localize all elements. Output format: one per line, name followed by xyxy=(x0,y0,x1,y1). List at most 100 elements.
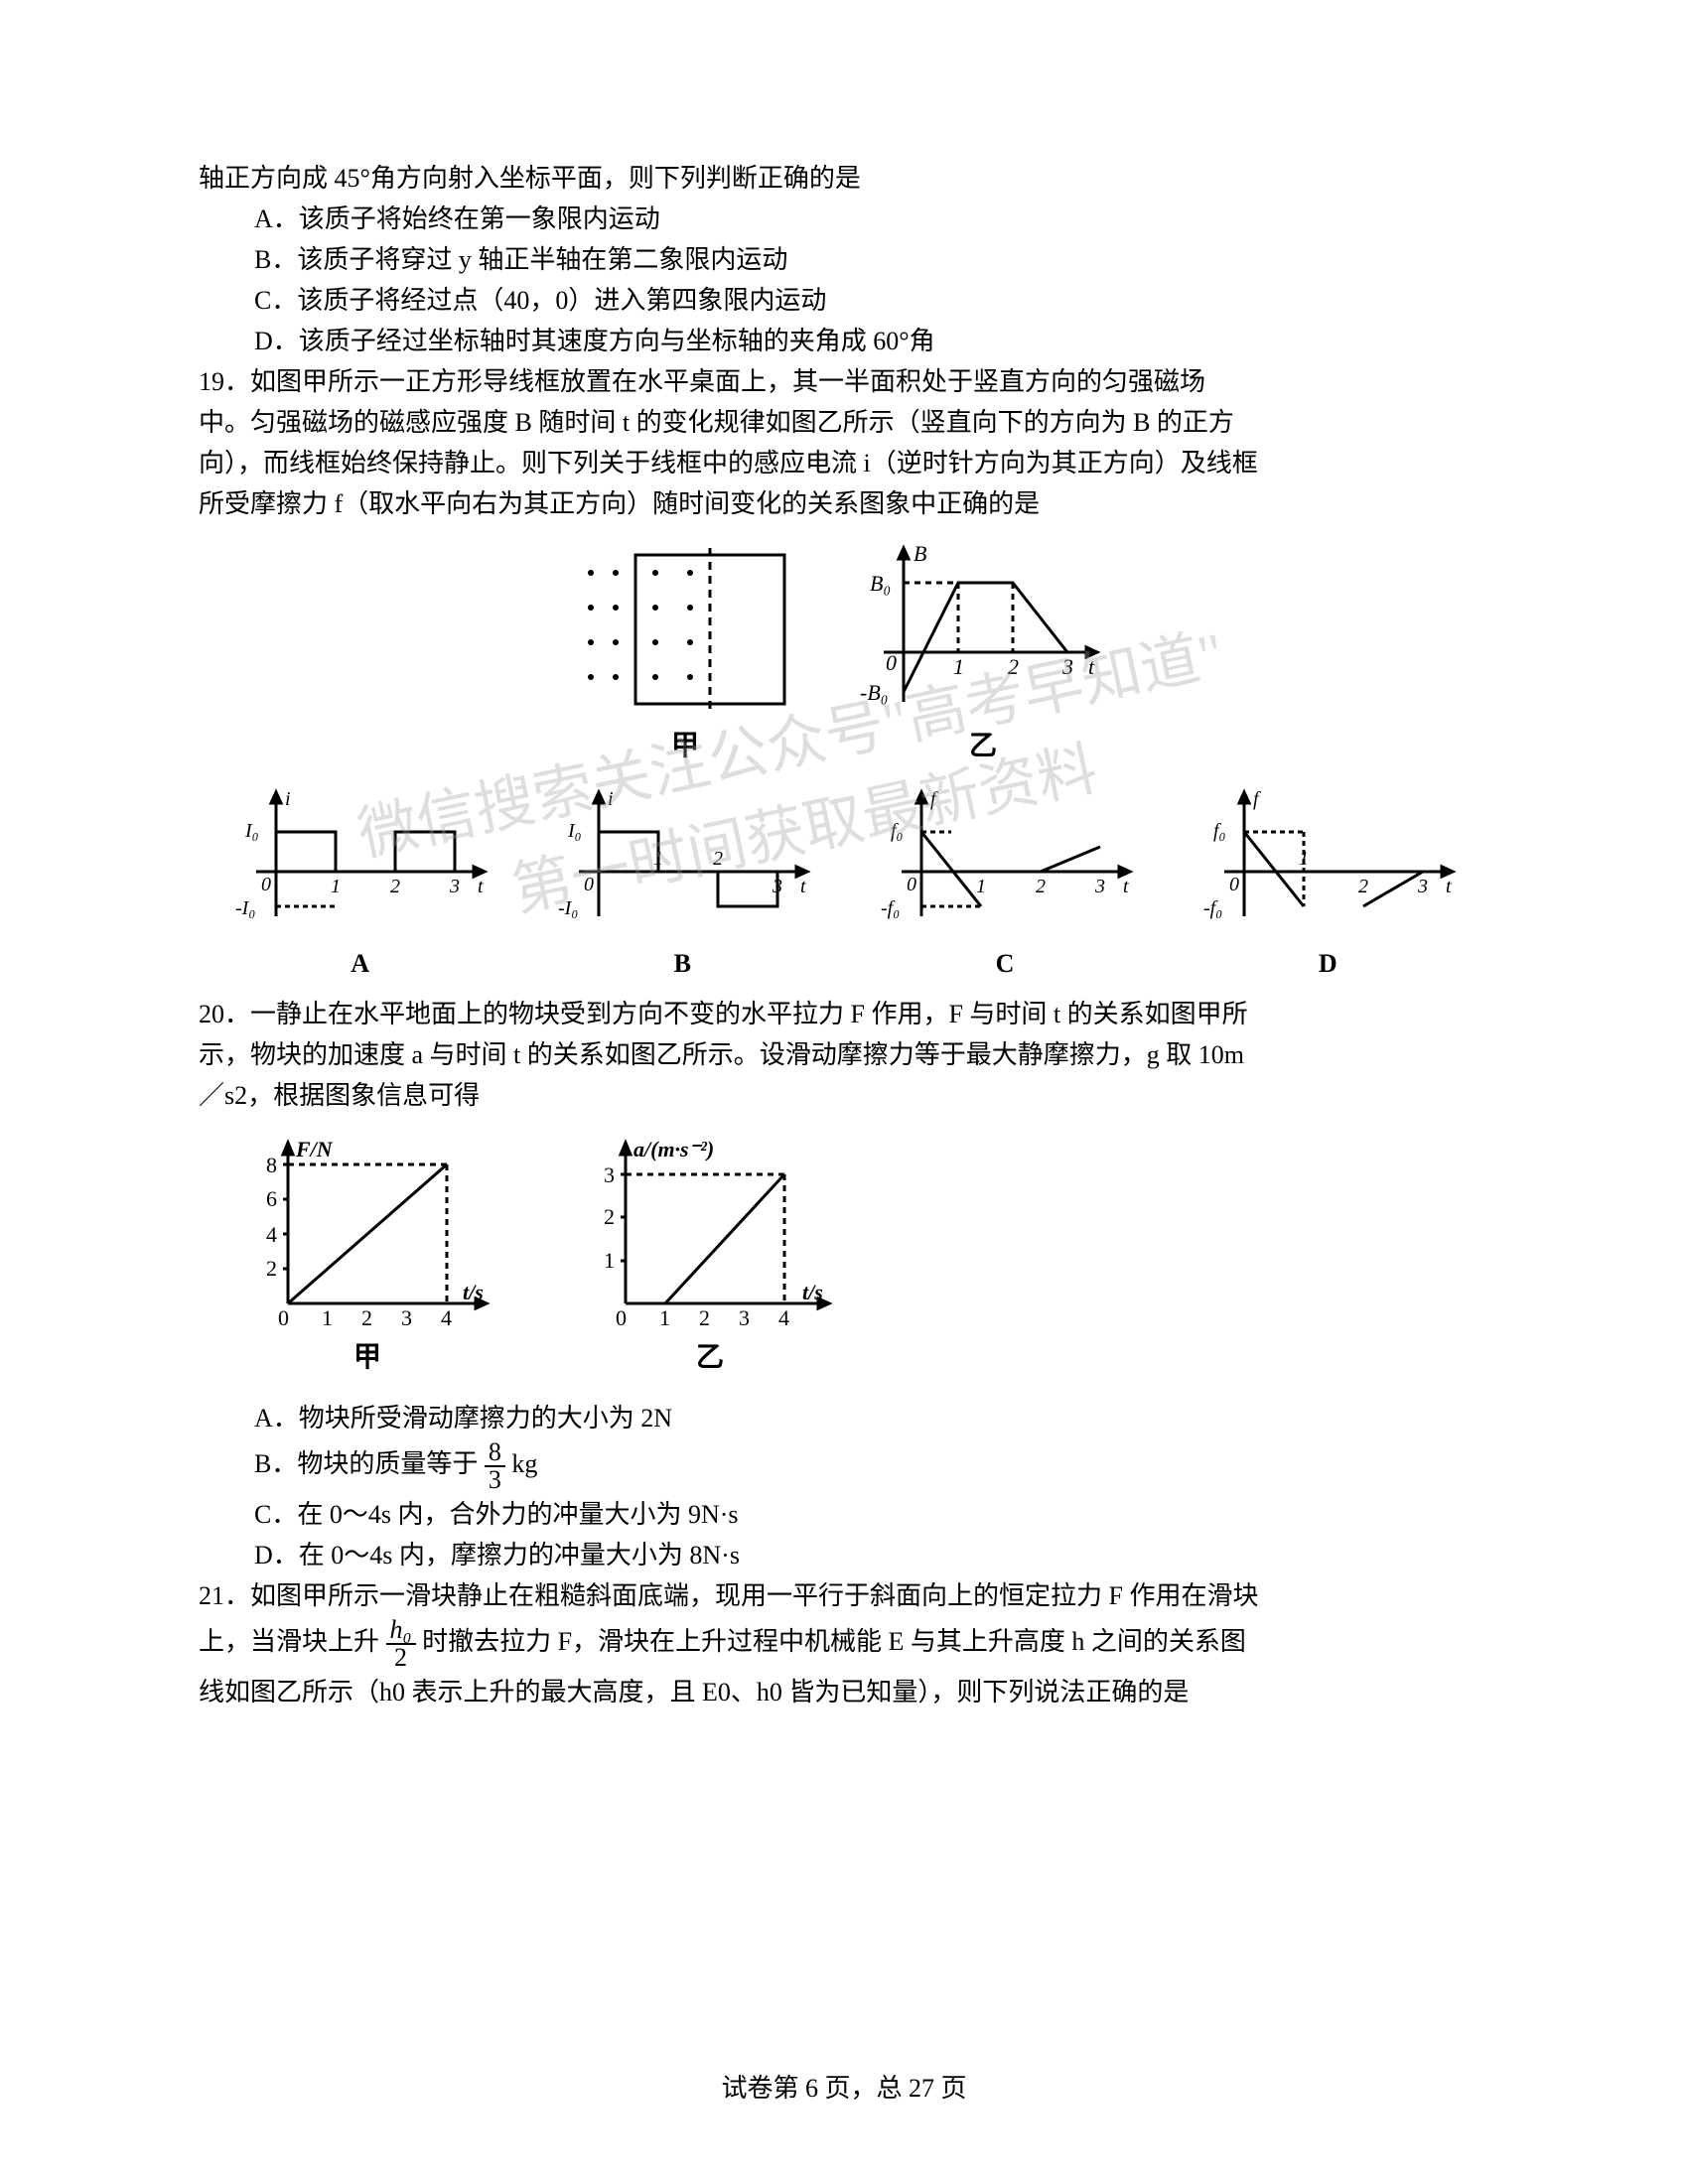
label-b: B xyxy=(674,944,691,983)
figure-yi-b: B B₀ 0 -B₀ 1 2 3 t 乙 xyxy=(854,543,1112,767)
svg-text:3: 3 xyxy=(1417,876,1428,897)
svg-text:3: 3 xyxy=(772,876,782,897)
svg-text:i: i xyxy=(608,788,614,810)
q20-line3: ／s2，根据图象信息可得 xyxy=(199,1076,1489,1115)
q20-option-b: B．物块的质量等于 83 kg xyxy=(199,1439,1489,1493)
svg-text:f₀: f₀ xyxy=(1213,820,1226,842)
q19-line4: 所受摩擦力 f（取水平向右为其正方向）随时间变化的关系图象中正确的是 xyxy=(199,484,1489,523)
q19-figures-top: 甲 B B₀ 0 -B₀ 1 xyxy=(199,543,1489,767)
chart-option-a-icon: iI₀-I₀ 0123t xyxy=(221,787,499,936)
svg-text:-f₀: -f₀ xyxy=(1203,897,1222,919)
fraction-8-3: 83 xyxy=(485,1439,505,1493)
svg-text:1: 1 xyxy=(1299,848,1309,870)
chart-a-vs-t-icon: a/(m·s⁻²) 3 2 1 0 1 2 3 4 t/s xyxy=(576,1135,844,1333)
q19-line1: 19．如图甲所示一正方形导线框放置在水平桌面上，其一半面积处于竖直方向的匀强磁场 xyxy=(199,362,1489,401)
svg-text:t: t xyxy=(800,876,806,897)
q19-line3: 向），而线框始终保持静止。则下列关于线框中的感应电流 i（逆时针方向为其正方向）… xyxy=(199,444,1489,482)
svg-text:2: 2 xyxy=(1358,876,1368,897)
svg-text:a/(m·s⁻²): a/(m·s⁻²) xyxy=(633,1137,714,1161)
svg-text:-f₀: -f₀ xyxy=(881,897,900,919)
q20-option-a: A．物块所受滑动摩擦力的大小为 2N xyxy=(199,1399,1489,1437)
svg-text:1: 1 xyxy=(976,876,986,897)
q18-option-a: A．该质子将始终在第一象限内运动 xyxy=(199,200,1489,238)
q20-option-c: C．在 0～4s 内，合外力的冲量大小为 9N·s xyxy=(199,1495,1489,1534)
q20-option-d: D．在 0～4s 内，摩擦力的冲量大小为 8N·s xyxy=(199,1536,1489,1574)
svg-text:3: 3 xyxy=(401,1305,412,1330)
svg-text:i: i xyxy=(285,788,291,810)
q20-caption-jia: 甲 xyxy=(238,1337,496,1379)
svg-text:2: 2 xyxy=(604,1204,615,1229)
svg-text:0: 0 xyxy=(886,650,897,675)
svg-text:-I₀: -I₀ xyxy=(558,897,578,919)
fraction-h0-2: h₀2 xyxy=(386,1617,416,1671)
svg-text:2: 2 xyxy=(361,1305,372,1330)
svg-text:1: 1 xyxy=(322,1305,333,1330)
svg-text:f₀: f₀ xyxy=(891,820,904,842)
svg-text:t/s: t/s xyxy=(463,1280,484,1304)
svg-text:3: 3 xyxy=(604,1162,615,1187)
chart-option-b-icon: iI₀-I₀ 0123t xyxy=(544,787,822,936)
svg-text:4: 4 xyxy=(441,1305,452,1330)
page-footer: 试卷第 6 页，总 27 页 xyxy=(0,2068,1688,2105)
q20-line1: 20．一静止在水平地面上的物块受到方向不变的水平拉力 F 作用，F 与时间 t … xyxy=(199,995,1489,1033)
label-d: D xyxy=(1319,944,1337,983)
svg-text:B₀: B₀ xyxy=(870,571,891,596)
svg-text:3: 3 xyxy=(1094,876,1105,897)
q19-option-labels: A B C D xyxy=(199,944,1489,983)
label-c: C xyxy=(996,944,1015,983)
svg-text:2: 2 xyxy=(1036,876,1046,897)
svg-text:0: 0 xyxy=(907,874,916,895)
q18-option-c: C．该质子将经过点（40，0）进入第四象限内运动 xyxy=(199,281,1489,320)
svg-text:3: 3 xyxy=(1061,654,1073,679)
svg-text:2: 2 xyxy=(699,1305,710,1330)
q21-line3: 线如图乙所示（h0 表示上升的最大高度，且 E0、h0 皆为已知量），则下列说法… xyxy=(199,1673,1489,1711)
svg-text:6: 6 xyxy=(266,1186,277,1211)
q20-caption-yi: 乙 xyxy=(576,1337,844,1379)
svg-text:I₀: I₀ xyxy=(567,820,582,842)
svg-text:2: 2 xyxy=(390,876,400,897)
q20-chart-yi: a/(m·s⁻²) 3 2 1 0 1 2 3 4 t/s 乙 xyxy=(576,1135,844,1379)
svg-text:1: 1 xyxy=(331,876,341,897)
q19-line2: 中。匀强磁场的磁感应强度 B 随时间 t 的变化规律如图乙所示（竖直向下的方向为… xyxy=(199,403,1489,442)
svg-text:2: 2 xyxy=(1008,654,1019,679)
svg-text:0: 0 xyxy=(616,1305,627,1330)
diagram-square-field-icon xyxy=(576,543,794,722)
svg-text:1: 1 xyxy=(953,654,964,679)
svg-text:t: t xyxy=(1123,876,1129,897)
q21-line2: 上，当滑块上升 h₀2 时撤去拉力 F，滑块在上升过程中机械能 E 与其上升高度… xyxy=(199,1617,1489,1671)
svg-text:2: 2 xyxy=(713,848,723,870)
svg-text:t: t xyxy=(1088,654,1095,679)
svg-text:B: B xyxy=(914,543,926,566)
svg-text:4: 4 xyxy=(266,1222,277,1247)
svg-text:0: 0 xyxy=(1229,874,1239,895)
label-a: A xyxy=(351,944,369,983)
q18-option-b: B．该质子将穿过 y 轴正半轴在第二象限内运动 xyxy=(199,240,1489,279)
caption-yi: 乙 xyxy=(854,726,1112,767)
chart-option-c-icon: f f₀ -f₀ 0 1 2 3t xyxy=(867,787,1145,936)
svg-text:I₀: I₀ xyxy=(244,820,259,842)
svg-text:-I₀: -I₀ xyxy=(235,897,255,919)
svg-text:1: 1 xyxy=(604,1248,615,1273)
chart-f-vs-t-icon: F/N 8642 01234 t/s xyxy=(238,1135,496,1333)
svg-text:t/s: t/s xyxy=(802,1280,823,1304)
figure-jia: 甲 xyxy=(576,543,794,767)
svg-text:3: 3 xyxy=(739,1305,750,1330)
svg-text:t: t xyxy=(1446,876,1452,897)
q20-line2: 示，物块的加速度 a 与时间 t 的关系如图乙所示。设滑动摩擦力等于最大静摩擦力… xyxy=(199,1035,1489,1074)
svg-text:2: 2 xyxy=(266,1256,277,1281)
svg-text:F/N: F/N xyxy=(295,1137,334,1161)
svg-text:4: 4 xyxy=(778,1305,789,1330)
svg-text:f: f xyxy=(1253,788,1261,810)
q18-intro: 轴正方向成 45°角方向射入坐标平面，则下列判断正确的是 xyxy=(199,159,1489,198)
q20-chart-jia: F/N 8642 01234 t/s 甲 xyxy=(238,1135,496,1379)
q21-line1: 21．如图甲所示一滑块静止在粗糙斜面底端，现用一平行于斜面向上的恒定拉力 F 作… xyxy=(199,1576,1489,1615)
chart-b-vs-t-icon: B B₀ 0 -B₀ 1 2 3 t xyxy=(854,543,1112,722)
svg-text:t: t xyxy=(478,876,484,897)
svg-text:0: 0 xyxy=(584,874,594,895)
svg-text:1: 1 xyxy=(659,1305,670,1330)
page-content: 轴正方向成 45°角方向射入坐标平面，则下列判断正确的是 A．该质子将始终在第一… xyxy=(199,159,1489,1711)
chart-option-d-icon: f f₀ -f₀ 0 1 2 3t xyxy=(1190,787,1468,936)
svg-text:f: f xyxy=(930,788,938,810)
caption-jia: 甲 xyxy=(576,726,794,767)
svg-text:8: 8 xyxy=(266,1153,277,1177)
